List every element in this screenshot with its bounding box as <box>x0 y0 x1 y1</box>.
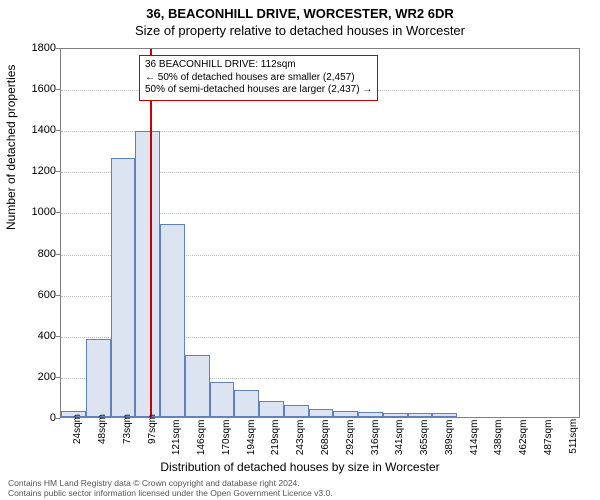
x-tick-label: 365sqm <box>419 384 430 424</box>
x-tick-label: 316sqm <box>370 384 381 424</box>
y-tick-label: 200 <box>6 371 56 383</box>
x-tick-label: 389sqm <box>444 384 455 424</box>
x-tick-label: 414sqm <box>469 384 480 424</box>
x-tick-label: 268sqm <box>320 384 331 424</box>
x-tick-label: 438sqm <box>493 384 504 424</box>
x-tick-label: 462sqm <box>518 384 529 424</box>
y-tick-mark <box>56 254 60 255</box>
x-tick-label: 146sqm <box>196 384 207 424</box>
x-tick-label: 292sqm <box>345 384 356 424</box>
annotation-box: 36 BEACONHILL DRIVE: 112sqm ← 50% of det… <box>139 55 378 101</box>
x-tick-label: 73sqm <box>122 384 133 424</box>
y-tick-label: 600 <box>6 289 56 301</box>
y-tick-mark <box>56 171 60 172</box>
x-tick-label: 194sqm <box>246 384 257 424</box>
annotation-line3: 50% of semi-detached houses are larger (… <box>145 84 372 97</box>
histogram-bar <box>135 131 160 417</box>
y-tick-label: 1200 <box>6 165 56 177</box>
y-tick-mark <box>56 89 60 90</box>
x-tick-label: 170sqm <box>221 384 232 424</box>
annotation-line1: 36 BEACONHILL DRIVE: 112sqm <box>145 59 372 72</box>
footer-line2: Contains public sector information licen… <box>8 488 333 498</box>
plot-area: 36 BEACONHILL DRIVE: 112sqm ← 50% of det… <box>60 48 580 418</box>
x-tick-label: 511sqm <box>568 384 579 424</box>
reference-line <box>150 49 152 417</box>
annotation-line2: ← 50% of detached houses are smaller (2,… <box>145 72 372 85</box>
y-tick-mark <box>56 336 60 337</box>
chart-title-main: 36, BEACONHILL DRIVE, WORCESTER, WR2 6DR <box>0 0 600 21</box>
x-tick-label: 487sqm <box>543 384 554 424</box>
y-tick-mark <box>56 212 60 213</box>
y-tick-mark <box>56 48 60 49</box>
x-tick-label: 97sqm <box>147 384 158 424</box>
footer-attribution: Contains HM Land Registry data © Crown c… <box>8 478 333 498</box>
y-tick-label: 1000 <box>6 206 56 218</box>
y-tick-mark <box>56 418 60 419</box>
x-axis-label: Distribution of detached houses by size … <box>0 460 600 474</box>
x-tick-label: 341sqm <box>394 384 405 424</box>
y-tick-mark <box>56 295 60 296</box>
histogram-bar <box>111 158 136 417</box>
x-tick-label: 243sqm <box>295 384 306 424</box>
x-tick-label: 219sqm <box>270 384 281 424</box>
x-tick-label: 24sqm <box>72 384 83 424</box>
y-tick-label: 1600 <box>6 83 56 95</box>
y-tick-label: 1400 <box>6 124 56 136</box>
chart-title-sub: Size of property relative to detached ho… <box>0 21 600 38</box>
x-tick-label: 48sqm <box>97 384 108 424</box>
y-tick-label: 1800 <box>6 42 56 54</box>
footer-line1: Contains HM Land Registry data © Crown c… <box>8 478 333 488</box>
x-tick-label: 121sqm <box>171 384 182 424</box>
y-tick-mark <box>56 130 60 131</box>
chart-container: 36, BEACONHILL DRIVE, WORCESTER, WR2 6DR… <box>0 0 600 500</box>
y-tick-label: 400 <box>6 330 56 342</box>
y-tick-label: 0 <box>6 412 56 424</box>
y-tick-label: 800 <box>6 248 56 260</box>
y-tick-mark <box>56 377 60 378</box>
